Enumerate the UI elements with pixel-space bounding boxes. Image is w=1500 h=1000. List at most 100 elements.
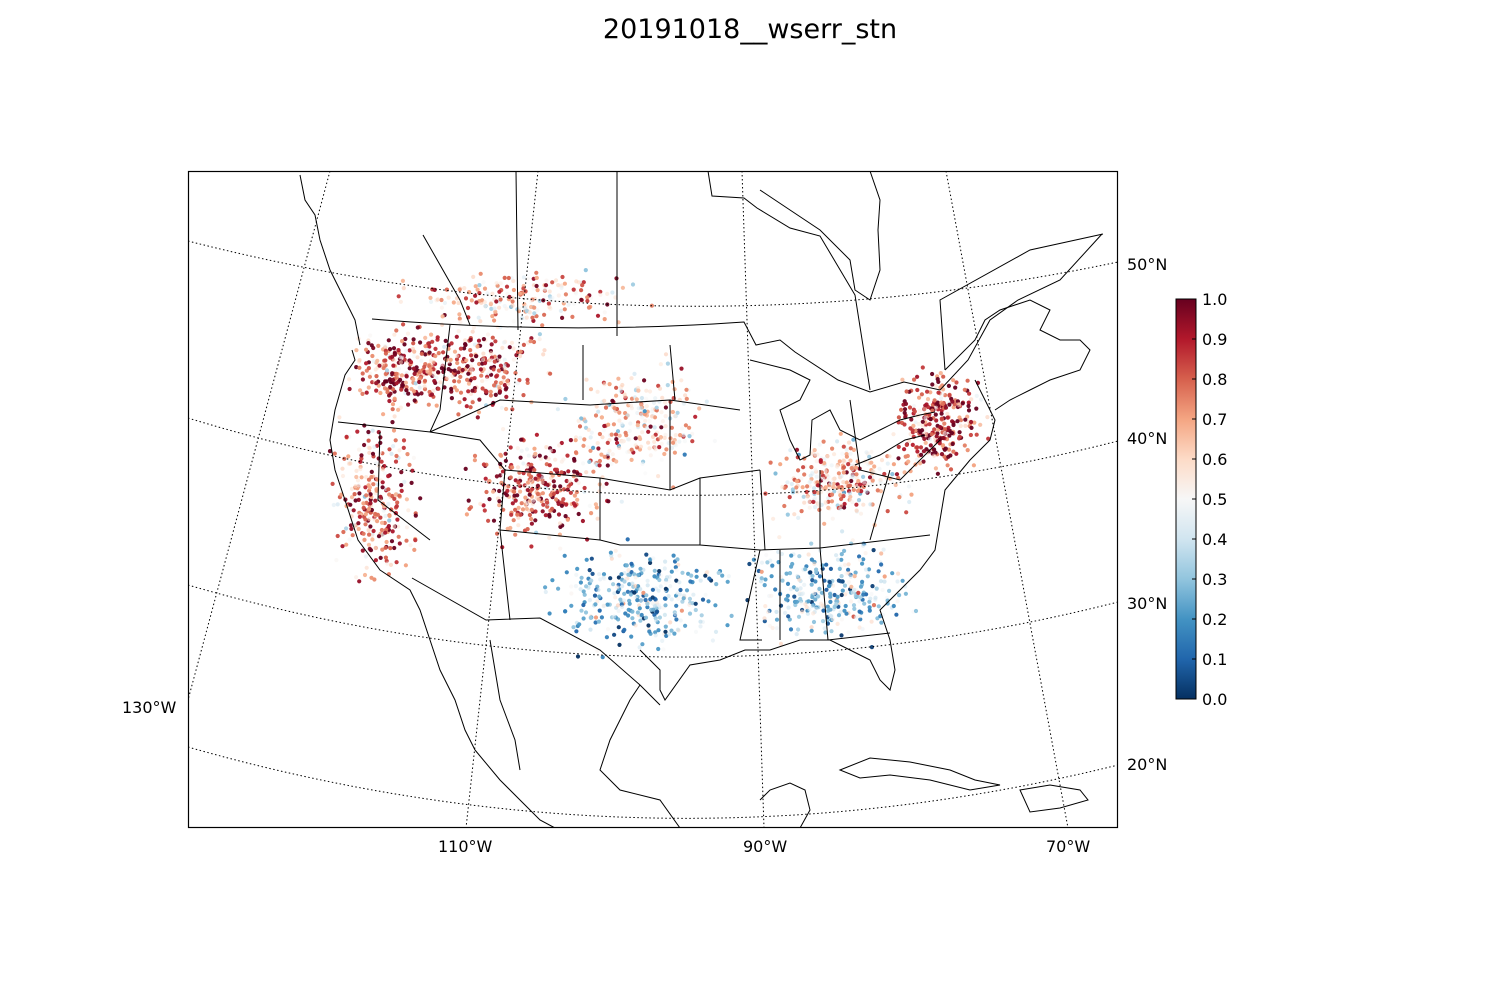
- station-point: [841, 458, 846, 463]
- station-point: [547, 514, 552, 519]
- station-point: [422, 378, 428, 383]
- station-point: [796, 614, 802, 619]
- station-point: [957, 430, 962, 435]
- station-point: [555, 407, 561, 412]
- station-point: [602, 454, 607, 459]
- station-point: [582, 437, 587, 442]
- station-point: [601, 603, 606, 609]
- station-point: [657, 386, 663, 391]
- station-point: [375, 512, 380, 517]
- station-point: [687, 602, 692, 608]
- station-point: [858, 595, 863, 600]
- gulf-coast: [639, 379, 996, 701]
- station-point: [904, 442, 909, 447]
- station-point: [867, 475, 873, 480]
- station-point: [422, 370, 427, 375]
- station-point: [651, 400, 657, 405]
- station-point: [967, 391, 972, 396]
- station-point: [466, 371, 471, 376]
- station-point: [725, 623, 730, 628]
- station-point: [394, 328, 399, 333]
- station-point: [672, 450, 678, 455]
- station-point: [852, 461, 857, 466]
- station-point: [851, 437, 856, 442]
- station-point: [598, 577, 603, 582]
- station-point: [785, 581, 791, 587]
- station-point: [613, 548, 618, 553]
- station-point: [548, 371, 553, 376]
- station-point: [582, 592, 587, 597]
- station-point: [521, 286, 526, 291]
- station-point: [366, 477, 372, 482]
- station-point: [925, 389, 930, 394]
- station-point: [552, 484, 557, 489]
- station-point: [454, 388, 459, 393]
- station-point: [574, 490, 580, 495]
- station-point: [825, 454, 830, 459]
- station-point: [643, 471, 648, 476]
- station-point: [586, 427, 591, 432]
- station-point: [832, 592, 837, 598]
- station-point: [531, 498, 536, 503]
- station-point: [854, 502, 859, 507]
- station-point: [372, 444, 377, 450]
- station-point: [457, 312, 462, 317]
- station-point: [415, 325, 420, 330]
- station-point: [490, 291, 495, 296]
- station-point: [557, 443, 562, 448]
- station-point: [404, 348, 409, 353]
- station-point: [784, 571, 789, 576]
- station-point: [890, 472, 895, 477]
- station-point: [534, 275, 539, 280]
- station-point: [390, 407, 395, 412]
- station-point: [649, 414, 655, 419]
- station-point: [617, 418, 622, 423]
- station-point: [652, 574, 657, 579]
- station-point: [769, 593, 774, 598]
- station-point: [555, 490, 560, 495]
- station-point: [340, 544, 345, 549]
- station-point: [617, 553, 622, 558]
- station-point: [924, 432, 929, 437]
- hispaniola: [1019, 784, 1089, 813]
- station-point: [557, 521, 563, 526]
- station-point: [399, 483, 404, 488]
- station-point: [370, 428, 375, 433]
- station-point: [965, 378, 970, 383]
- station-point: [417, 379, 422, 385]
- station-point: [393, 367, 398, 372]
- station-point: [579, 575, 584, 580]
- station-point: [934, 434, 939, 439]
- meridian-130w: [188, 171, 331, 701]
- station-point: [671, 440, 676, 445]
- station-point: [375, 519, 380, 524]
- station-point: [492, 318, 497, 323]
- station-point: [519, 501, 524, 506]
- station-point: [673, 612, 678, 617]
- station-point: [439, 297, 444, 303]
- station-point: [638, 444, 644, 449]
- station-point: [455, 360, 460, 366]
- station-point: [451, 300, 456, 305]
- station-point: [369, 343, 374, 348]
- station-point: [653, 396, 658, 401]
- station-point: [597, 431, 603, 437]
- station-point: [635, 410, 640, 416]
- station-point: [540, 475, 545, 480]
- station-point: [361, 501, 366, 506]
- station-point: [812, 561, 817, 566]
- station-point: [367, 374, 372, 379]
- station-point: [381, 508, 386, 513]
- station-point: [674, 568, 679, 573]
- station-point: [548, 492, 553, 498]
- station-point: [794, 586, 800, 591]
- station-point: [774, 617, 780, 622]
- station-point: [922, 407, 927, 412]
- station-point: [945, 411, 950, 416]
- station-point: [396, 294, 401, 299]
- station-point: [563, 514, 568, 519]
- station-point: [646, 440, 651, 445]
- station-point: [821, 608, 826, 613]
- station-point: [388, 562, 394, 568]
- station-point: [916, 421, 921, 427]
